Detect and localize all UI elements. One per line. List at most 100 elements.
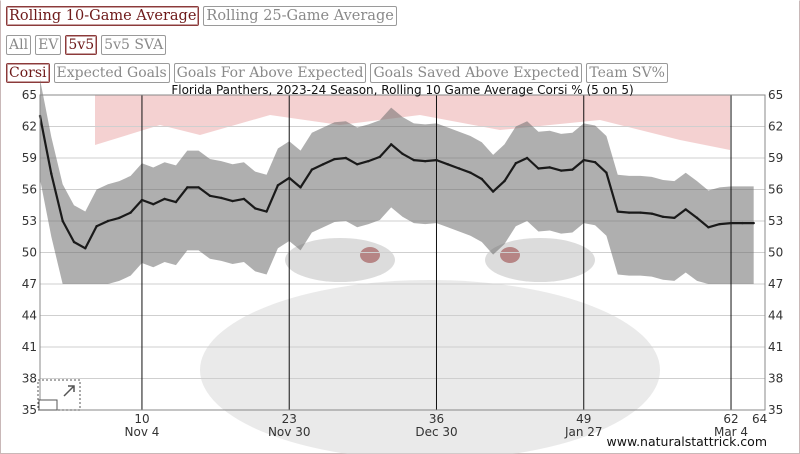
data-point: [729, 221, 733, 225]
goals-for-above-expected-button[interactable]: Goals For Above Expected: [173, 63, 367, 83]
data-point: [401, 152, 404, 155]
data-point: [95, 225, 98, 228]
all-button[interactable]: All: [6, 35, 32, 55]
data-point: [480, 177, 483, 181]
y-tick-label-right: 44: [768, 309, 783, 323]
y-tick-label-right: 38: [768, 372, 783, 386]
5v5-button[interactable]: 5v5: [65, 35, 98, 55]
data-point: [469, 171, 472, 174]
logo-pupil-right-shape: [500, 247, 520, 263]
zoom-box-icon[interactable]: [38, 399, 58, 411]
team-sv-button[interactable]: Team SV%: [586, 63, 668, 83]
data-point: [208, 194, 212, 197]
y-tick-label-left: 56: [22, 183, 37, 197]
data-point: [661, 215, 665, 218]
logo-pupil-left-shape: [360, 247, 380, 263]
data-point: [197, 186, 200, 189]
data-point: [367, 159, 370, 163]
x-tick-date: Nov 4: [125, 425, 160, 439]
data-point: [491, 190, 495, 193]
data-point: [718, 222, 721, 226]
y-tick-label-left: 38: [22, 372, 37, 386]
data-point: [231, 199, 234, 203]
metric-selector: Corsi Expected Goals Goals For Above Expec…: [6, 63, 668, 83]
data-point: [220, 196, 223, 200]
y-tick-label-left: 59: [22, 151, 37, 165]
series-range-band: [40, 80, 754, 284]
goals-saved-above-expected-button[interactable]: Goals Saved Above Expected: [370, 63, 583, 83]
data-point: [423, 159, 427, 163]
data-point: [627, 211, 631, 214]
data-point: [61, 219, 64, 223]
x-tick-date: Jan 27: [564, 425, 603, 439]
x-tick-label: 10: [134, 412, 149, 426]
rolling-10-game-average-button[interactable]: Rolling 10-Game Average: [6, 6, 200, 26]
data-point: [639, 211, 642, 214]
window-selector: Rolling 10-Game Average Rolling 25-Game A…: [6, 6, 397, 26]
y-tick-label-right: 53: [768, 214, 783, 228]
y-tick-label-right: 65: [768, 88, 783, 102]
x-tick-label: 23: [282, 412, 297, 426]
y-tick-label-left: 47: [22, 277, 37, 291]
data-point: [84, 247, 87, 250]
series-line: [38, 115, 754, 250]
y-tick-label-right: 50: [768, 246, 783, 260]
corsi-button[interactable]: Corsi: [6, 63, 50, 83]
data-point: [593, 161, 597, 164]
5v5-sva-button[interactable]: 5v5 SVA: [101, 35, 167, 55]
y-tick-label-left: 41: [22, 340, 37, 354]
data-point: [684, 208, 687, 211]
data-point: [174, 200, 178, 204]
expected-goals-button[interactable]: Expected Goals: [53, 63, 170, 83]
data-point: [514, 162, 517, 165]
data-point: [152, 203, 155, 206]
x-tick-date: Nov 30: [268, 425, 311, 439]
logo-crest-shape: [95, 95, 730, 150]
data-point: [537, 167, 540, 170]
expand-arrow-icon[interactable]: [63, 385, 75, 397]
x-tick-label: 64: [752, 412, 767, 426]
data-point: [310, 168, 314, 171]
rolling-25-game-average-button[interactable]: Rolling 25-Game Average: [203, 6, 397, 26]
data-point: [571, 168, 574, 171]
data-point: [435, 158, 438, 162]
y-tick-label-left: 44: [22, 309, 37, 323]
y-tick-label-right: 35: [768, 403, 783, 417]
x-tick-label: 36: [429, 412, 444, 426]
data-point: [129, 211, 132, 214]
data-point: [288, 176, 291, 180]
data-point: [707, 226, 710, 229]
data-point: [548, 166, 551, 169]
x-tick-label: 49: [576, 412, 591, 426]
data-point: [254, 207, 257, 210]
y-tick-label-right: 59: [768, 151, 783, 165]
data-point: [333, 157, 336, 161]
y-tick-label-right: 62: [768, 120, 783, 134]
chart-title: Florida Panthers, 2023-24 Season, Rollin…: [171, 83, 633, 97]
data-point: [118, 216, 121, 220]
data-point: [412, 158, 416, 162]
x-tick-label: 62: [723, 412, 738, 426]
data-point: [50, 172, 53, 175]
y-tick-label-left: 53: [22, 214, 37, 228]
data-point: [695, 216, 699, 220]
x-tick-date: Mar 4: [714, 425, 748, 439]
data-point: [650, 212, 653, 215]
data-point: [525, 156, 529, 160]
data-point: [378, 155, 382, 159]
data-point: [299, 186, 302, 189]
y-tick-label-left: 35: [22, 403, 37, 417]
zoom-selection-box[interactable]: [37, 379, 81, 411]
ev-button[interactable]: EV: [35, 35, 62, 55]
data-point: [106, 219, 110, 223]
y-tick-label-left: 62: [22, 120, 37, 134]
data-point: [344, 156, 348, 160]
data-point: [389, 143, 393, 146]
data-point: [503, 179, 506, 183]
data-point: [673, 216, 676, 220]
rolling-average-chart: 35 35 38 38 41 41 44 44 47 47 50 50 53 53 56 56 59 59 62 62…: [22, 80, 783, 454]
y-tick-label-right: 56: [768, 183, 783, 197]
x-tick-date: Dec 30: [415, 425, 457, 439]
data-point: [72, 240, 76, 244]
data-point: [265, 210, 268, 213]
